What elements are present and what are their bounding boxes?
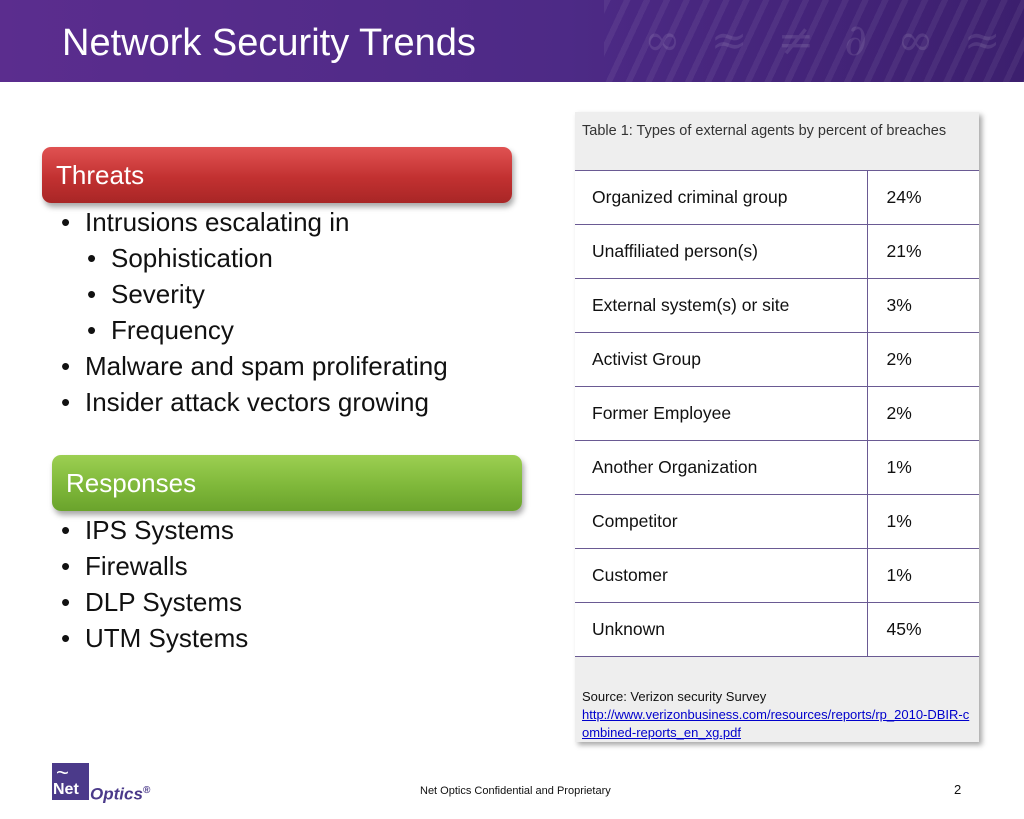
agent-cell: Customer — [575, 548, 868, 603]
agent-cell: Unknown — [575, 602, 868, 657]
table-source: Source: Verizon security Survey http://w… — [582, 688, 974, 742]
table-row: External system(s) or site 3% — [575, 278, 979, 333]
source-label: Source: Verizon security Survey — [582, 689, 767, 704]
agent-cell: Former Employee — [575, 386, 868, 441]
responses-bullet: DLP Systems — [57, 584, 248, 620]
table-row: Another Organization 1% — [575, 440, 979, 495]
agent-cell: Competitor — [575, 494, 868, 549]
table-row: Former Employee 2% — [575, 386, 979, 441]
header-symbols-decoration: ∞ ≈ ≠ ∂ ∞ ≈ — [644, 15, 1009, 66]
logo-net-text: Net — [53, 781, 79, 798]
net-optics-logo: ~ Net Optics® — [52, 760, 152, 804]
agent-cell: Unaffiliated person(s) — [575, 224, 868, 279]
slide-header: ∞ ≈ ≠ ∂ ∞ ≈ Network Security Trends — [0, 0, 1024, 82]
percent-cell: 45% — [867, 602, 979, 657]
percent-cell: 1% — [867, 440, 979, 495]
responses-bullet: Firewalls — [57, 548, 248, 584]
header-decoration — [604, 0, 1024, 82]
percent-cell: 1% — [867, 548, 979, 603]
threats-bullet: Severity — [57, 276, 448, 312]
source-link[interactable]: http://www.verizonbusiness.com/resources… — [582, 707, 970, 740]
table-row: Organized criminal group 24% — [575, 170, 979, 225]
agent-cell: Another Organization — [575, 440, 868, 495]
agent-cell: Activist Group — [575, 332, 868, 387]
threats-bullet: Insider attack vectors growing — [57, 384, 448, 420]
table-row: Unknown 45% — [575, 602, 979, 657]
table-row: Customer 1% — [575, 548, 979, 603]
responses-bullet: IPS Systems — [57, 512, 248, 548]
percent-cell: 2% — [867, 332, 979, 387]
threats-bullet: Sophistication — [57, 240, 448, 276]
responses-list: IPS SystemsFirewallsDLP SystemsUTM Syste… — [57, 512, 248, 656]
breach-agents-table: Organized criminal group 24% Unaffiliated … — [575, 170, 979, 657]
logo-optics-text: Optics® — [90, 784, 151, 804]
agent-cell: Organized criminal group — [575, 170, 868, 225]
percent-cell: 3% — [867, 278, 979, 333]
table-row: Activist Group 2% — [575, 332, 979, 387]
slide-title: Network Security Trends — [62, 22, 476, 64]
threats-bullet: Frequency — [57, 312, 448, 348]
percent-cell: 1% — [867, 494, 979, 549]
wave-icon: ~ — [56, 760, 69, 785]
threats-list: Intrusions escalating inSophisticationSe… — [57, 204, 448, 420]
table-row: Unaffiliated person(s) 21% — [575, 224, 979, 279]
table-row: Competitor 1% — [575, 494, 979, 549]
responses-bullet: UTM Systems — [57, 620, 248, 656]
footer-text: Net Optics Confidential and Proprietary — [420, 785, 611, 797]
breach-agents-table-box: Table 1: Types of external agents by per… — [575, 112, 979, 742]
responses-heading: Responses — [52, 455, 522, 511]
agent-cell: External system(s) or site — [575, 278, 868, 333]
threats-bullet: Intrusions escalating in — [57, 204, 448, 240]
percent-cell: 24% — [867, 170, 979, 225]
threats-heading: Threats — [42, 147, 512, 203]
page-number: 2 — [954, 782, 962, 797]
percent-cell: 21% — [867, 224, 979, 279]
table-caption: Table 1: Types of external agents by per… — [582, 123, 947, 139]
percent-cell: 2% — [867, 386, 979, 441]
threats-bullet: Malware and spam proliferating — [57, 348, 448, 384]
logo-mark — [52, 763, 89, 800]
registered-mark: ® — [142, 785, 151, 796]
